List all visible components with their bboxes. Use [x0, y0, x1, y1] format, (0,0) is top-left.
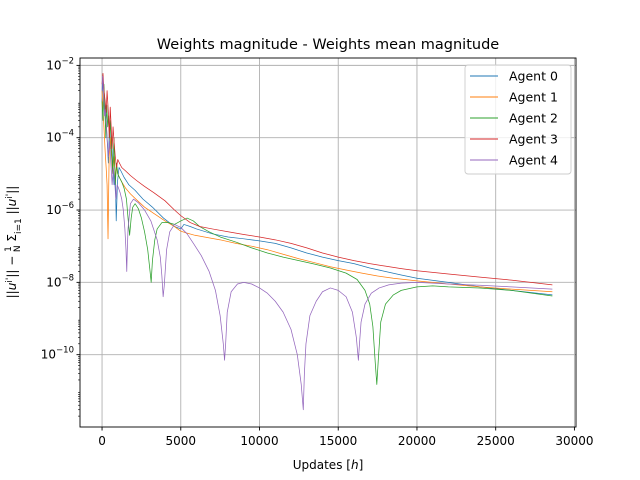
y-axis-label: ||ui'|| − 1N Σi=1 ||ui'||: [4, 186, 24, 299]
y-tick-label: 10−6: [46, 201, 74, 217]
legend-label-agent-1: Agent 1: [509, 90, 558, 105]
svg-text:||ui'|| − 1N Σi=1 ||ui'||: ||ui'|| − 1N Σi=1 ||ui'||: [4, 186, 24, 299]
x-tick-label: 0: [98, 434, 106, 448]
x-axis-label: Updates [h]: [293, 458, 364, 472]
legend-box: [464, 64, 572, 175]
series-lines: [101, 73, 553, 411]
legend-label-agent-0: Agent 0: [509, 69, 558, 84]
legend-label-agent-4: Agent 4: [509, 153, 558, 168]
x-tick-label: 25000: [477, 434, 515, 448]
series-line-agent-3: [101, 73, 553, 286]
series-line-agent-2: [101, 83, 553, 385]
axis-ticks: 0 5000 10000 15000 20000 25000 30000 10−2 10−4 10…: [41, 56, 594, 448]
x-tick-label: 5000: [166, 434, 197, 448]
legend: Agent 0 Agent 1 Agent 2 Agent 3 Agent 4: [464, 64, 572, 175]
legend-label-agent-3: Agent 3: [509, 132, 558, 147]
y-tick-label: 10−2: [46, 56, 74, 72]
y-tick-label: 10−4: [46, 129, 74, 145]
chart-title: Weights magnitude - Weights mean magnitu…: [157, 37, 499, 53]
x-tick-label: 20000: [398, 434, 436, 448]
x-tick-label: 15000: [319, 434, 357, 448]
x-tick-label: 10000: [240, 434, 278, 448]
series-line-agent-4: [101, 75, 553, 411]
plot-frame: [79, 57, 577, 428]
y-tick-label: 10−8: [46, 273, 74, 289]
series-line-agent-1: [101, 90, 553, 293]
y-tick-label: 10−10: [41, 346, 74, 362]
legend-label-agent-2: Agent 2: [509, 111, 558, 126]
x-tick-label: 30000: [555, 434, 593, 448]
